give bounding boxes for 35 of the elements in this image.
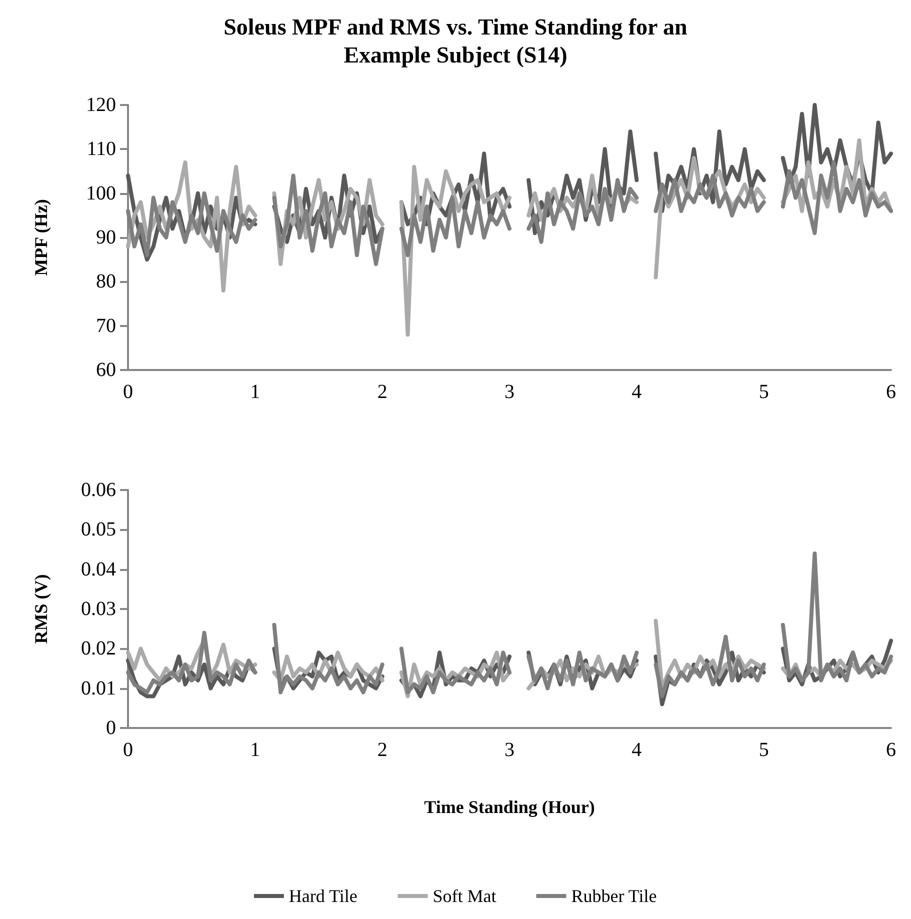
x-tick-label: 1 (250, 381, 260, 403)
x-axis-title: Time Standing (Hour) (424, 797, 595, 817)
y-tick-label: 0.03 (81, 598, 116, 620)
y-tick-label: 80 (96, 270, 116, 293)
x-tick-label: 6 (886, 381, 896, 403)
x-tick-label: 1 (250, 739, 260, 761)
y-tick-label: 0.05 (81, 518, 116, 541)
y-tick-label: 70 (96, 314, 116, 337)
x-tick-label: 2 (377, 381, 388, 403)
y-tick-label: 0.06 (81, 479, 116, 501)
y-tick-label: 110 (86, 138, 116, 160)
y-tick-label: 0.01 (81, 677, 116, 700)
legend-label: Hard Tile (288, 886, 358, 906)
y-tick-label: 0.04 (81, 558, 116, 580)
legend-label: Rubber Tile (571, 886, 657, 906)
y-axis-title: RMS (V) (31, 574, 51, 644)
y-tick-label: 0.02 (81, 638, 116, 660)
x-tick-label: 5 (758, 739, 769, 761)
x-tick-label: 0 (123, 739, 133, 761)
chart-title: Soleus MPF and RMS vs. Time Standing for an Example Subject (S14) (224, 14, 688, 68)
x-tick-label: 3 (504, 739, 514, 761)
x-tick-label: 4 (632, 739, 642, 761)
x-tick-label: 0 (123, 381, 133, 403)
x-tick-label: 5 (758, 381, 769, 403)
x-tick-label: 4 (632, 381, 642, 403)
y-tick-label: 90 (96, 226, 116, 248)
legend-label: Soft Mat (432, 886, 496, 906)
y-axis-title: MPF (Hz) (31, 199, 51, 276)
x-tick-label: 2 (377, 739, 388, 761)
x-tick-label: 6 (886, 739, 896, 761)
y-tick-label: 0 (106, 717, 116, 739)
x-tick-label: 3 (504, 381, 514, 403)
y-tick-label: 120 (86, 94, 116, 116)
y-tick-label: 100 (86, 182, 116, 204)
y-tick-label: 60 (96, 359, 116, 381)
